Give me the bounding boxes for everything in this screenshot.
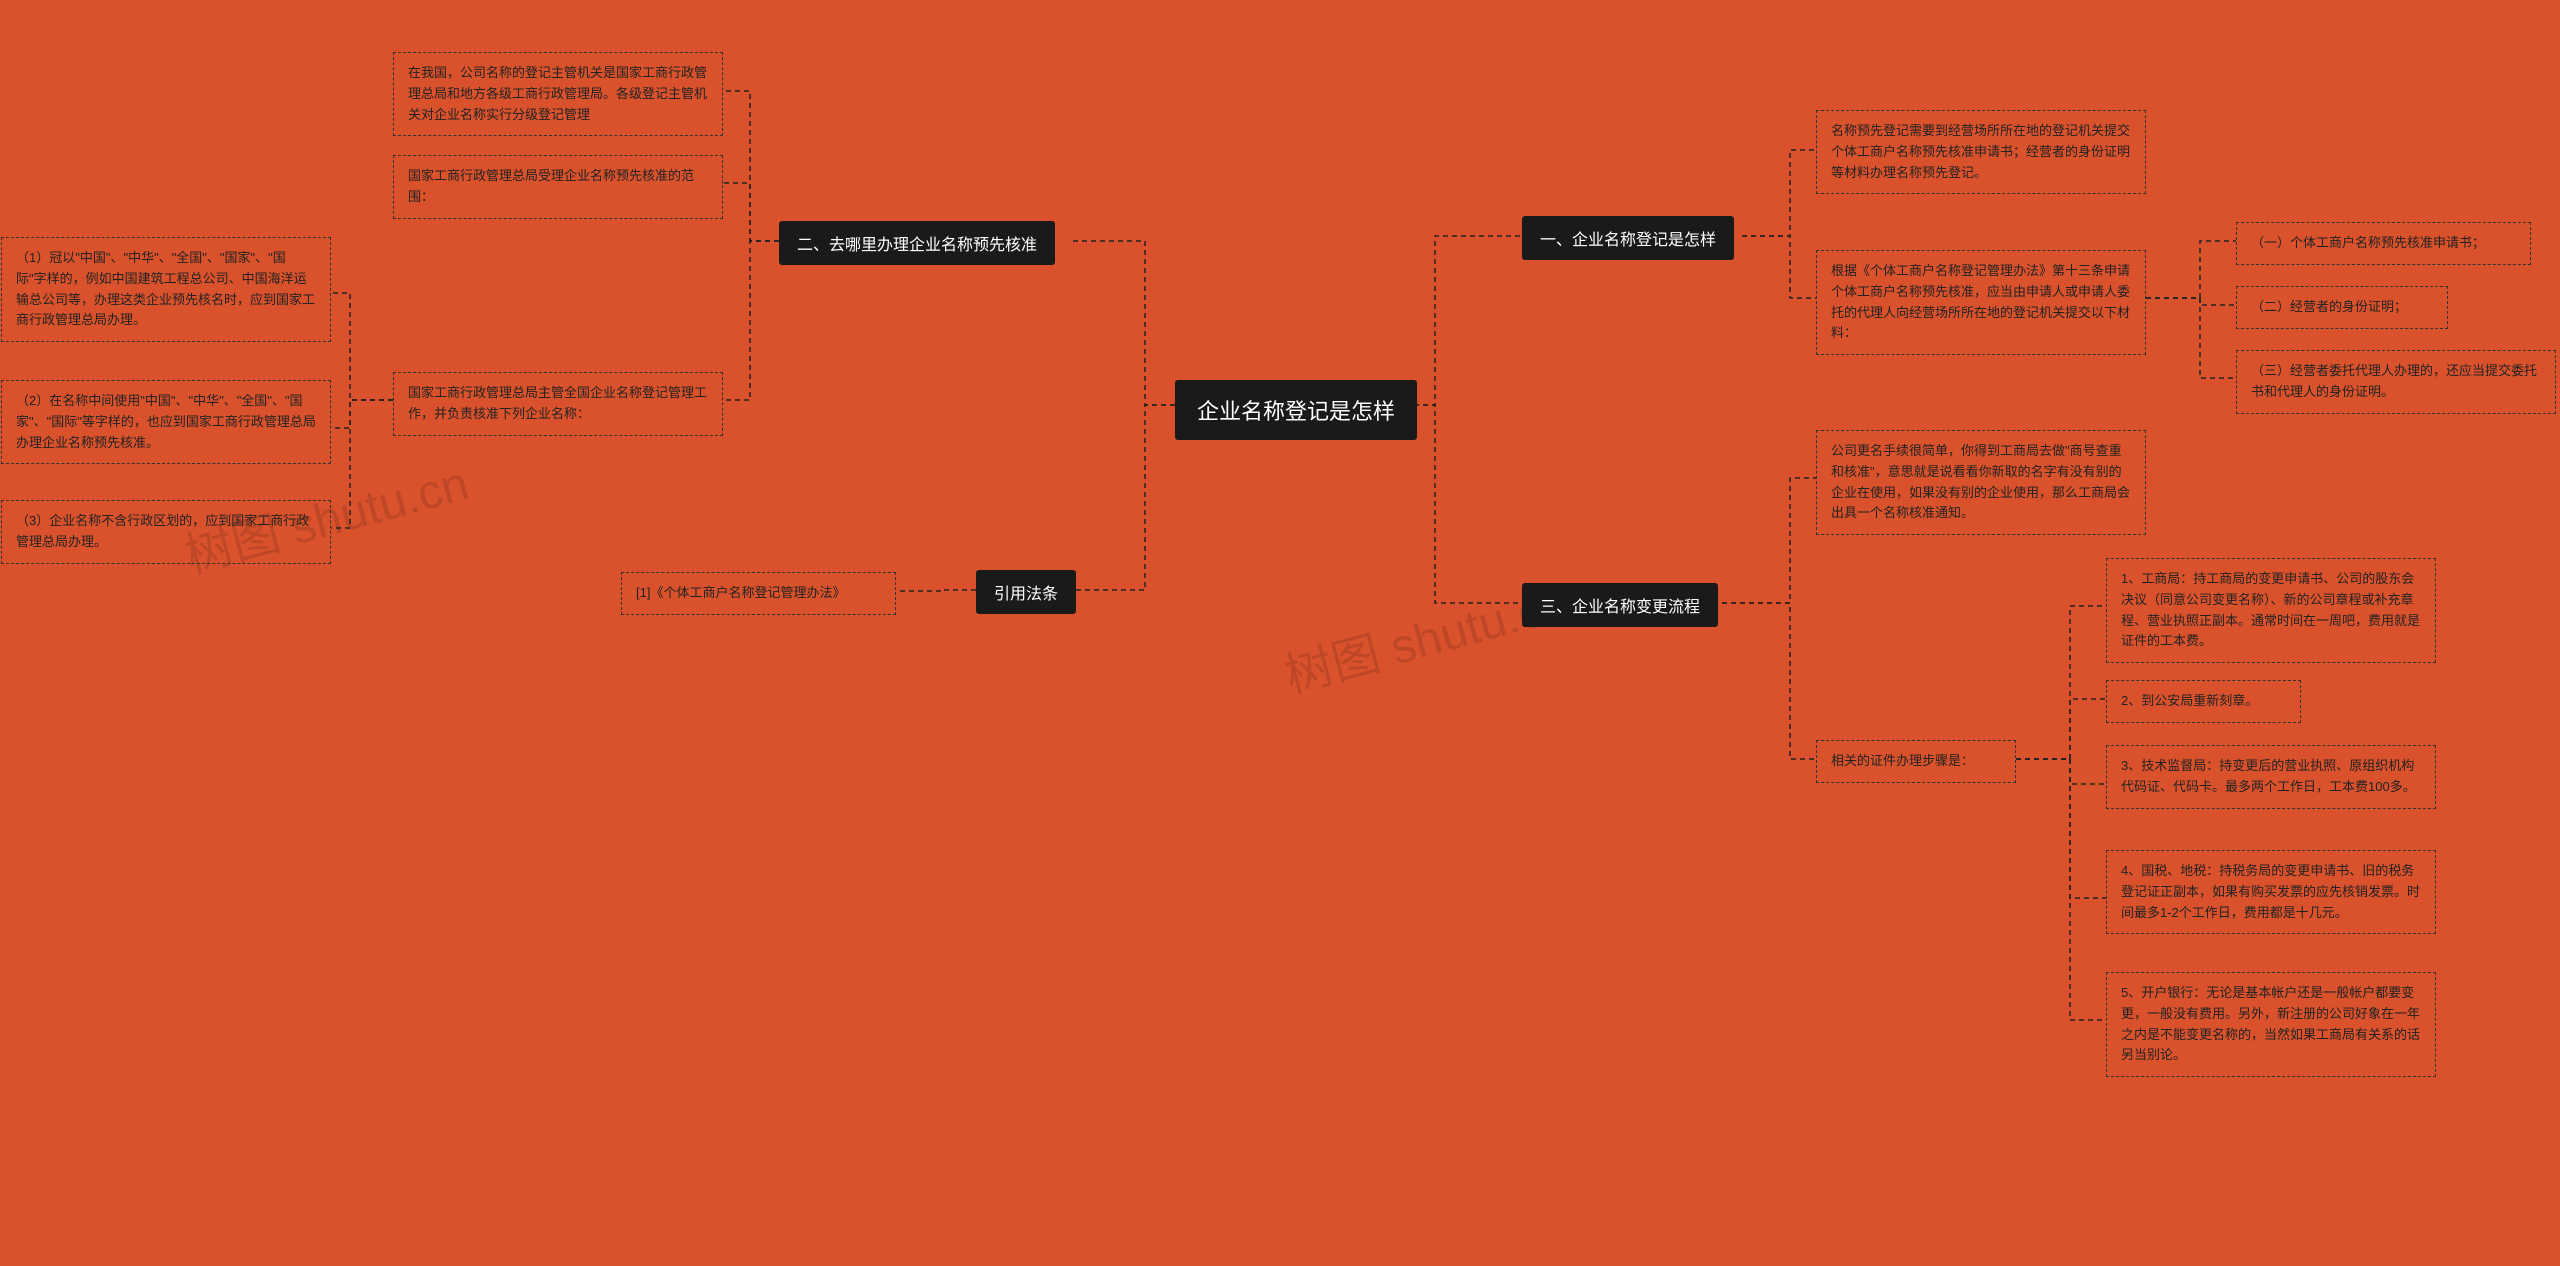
leaf-r1-1: 根据《个体工商户名称登记管理办法》第十三条申请个体工商户名称预先核准，应当由申请… bbox=[1816, 250, 2146, 355]
leaf-l1-1: 国家工商行政管理总局受理企业名称预先核准的范围： bbox=[393, 155, 723, 219]
leaf-r2-1-3: 4、国税、地税：持税务局的变更申请书、旧的税务登记证正副本，如果有购买发票的应先… bbox=[2106, 850, 2436, 934]
leaf-r1-1-0: （一）个体工商户名称预先核准申请书； bbox=[2236, 222, 2531, 265]
leaf-r2-1: 相关的证件办理步骤是： bbox=[1816, 740, 2016, 783]
leaf-r1-0: 名称预先登记需要到经营场所所在地的登记机关提交个体工商户名称预先核准申请书；经营… bbox=[1816, 110, 2146, 194]
leaf-r2-1-0: 1、工商局：持工商局的变更申请书、公司的股东会决议（同意公司变更名称）、新的公司… bbox=[2106, 558, 2436, 663]
leaf-l1-2-2: （3）企业名称不含行政区划的，应到国家工商行政管理总局办理。 bbox=[1, 500, 331, 564]
branch-left2: 引用法条 bbox=[976, 570, 1076, 614]
center-node: 企业名称登记是怎样 bbox=[1175, 380, 1417, 440]
leaf-l1-2: 国家工商行政管理总局主管全国企业名称登记管理工作，并负责核准下列企业名称： bbox=[393, 372, 723, 436]
leaf-l1-2-1: （2）在名称中间使用"中国"、"中华"、"全国"、"国家"、"国际"等字样的，也… bbox=[1, 380, 331, 464]
branch-left1: 二、去哪里办理企业名称预先核准 bbox=[779, 221, 1055, 265]
leaf-r1-1-1: （二）经营者的身份证明； bbox=[2236, 286, 2448, 329]
branch-right2: 三、企业名称变更流程 bbox=[1522, 583, 1718, 627]
branch-right1: 一、企业名称登记是怎样 bbox=[1522, 216, 1734, 260]
leaf-r2-0: 公司更名手续很简单，你得到工商局去做"商号查重和核准"，意思就是说看看你新取的名… bbox=[1816, 430, 2146, 535]
leaf-l2-0: [1]《个体工商户名称登记管理办法》 bbox=[621, 572, 896, 615]
leaf-l1-2-0: （1）冠以"中国"、"中华"、"全国"、"国家"、"国际"字样的，例如中国建筑工… bbox=[1, 237, 331, 342]
leaf-r1-1-2: （三）经营者委托代理人办理的，还应当提交委托书和代理人的身份证明。 bbox=[2236, 350, 2556, 414]
leaf-r2-1-2: 3、技术监督局：持变更后的营业执照、原组织机构代码证、代码卡。最多两个工作日，工… bbox=[2106, 745, 2436, 809]
leaf-l1-0: 在我国，公司名称的登记主管机关是国家工商行政管理总局和地方各级工商行政管理局。各… bbox=[393, 52, 723, 136]
leaf-r2-1-4: 5、开户银行：无论是基本帐户还是一般帐户都要变更，一般没有费用。另外，新注册的公… bbox=[2106, 972, 2436, 1077]
leaf-r2-1-1: 2、到公安局重新刻章。 bbox=[2106, 680, 2301, 723]
